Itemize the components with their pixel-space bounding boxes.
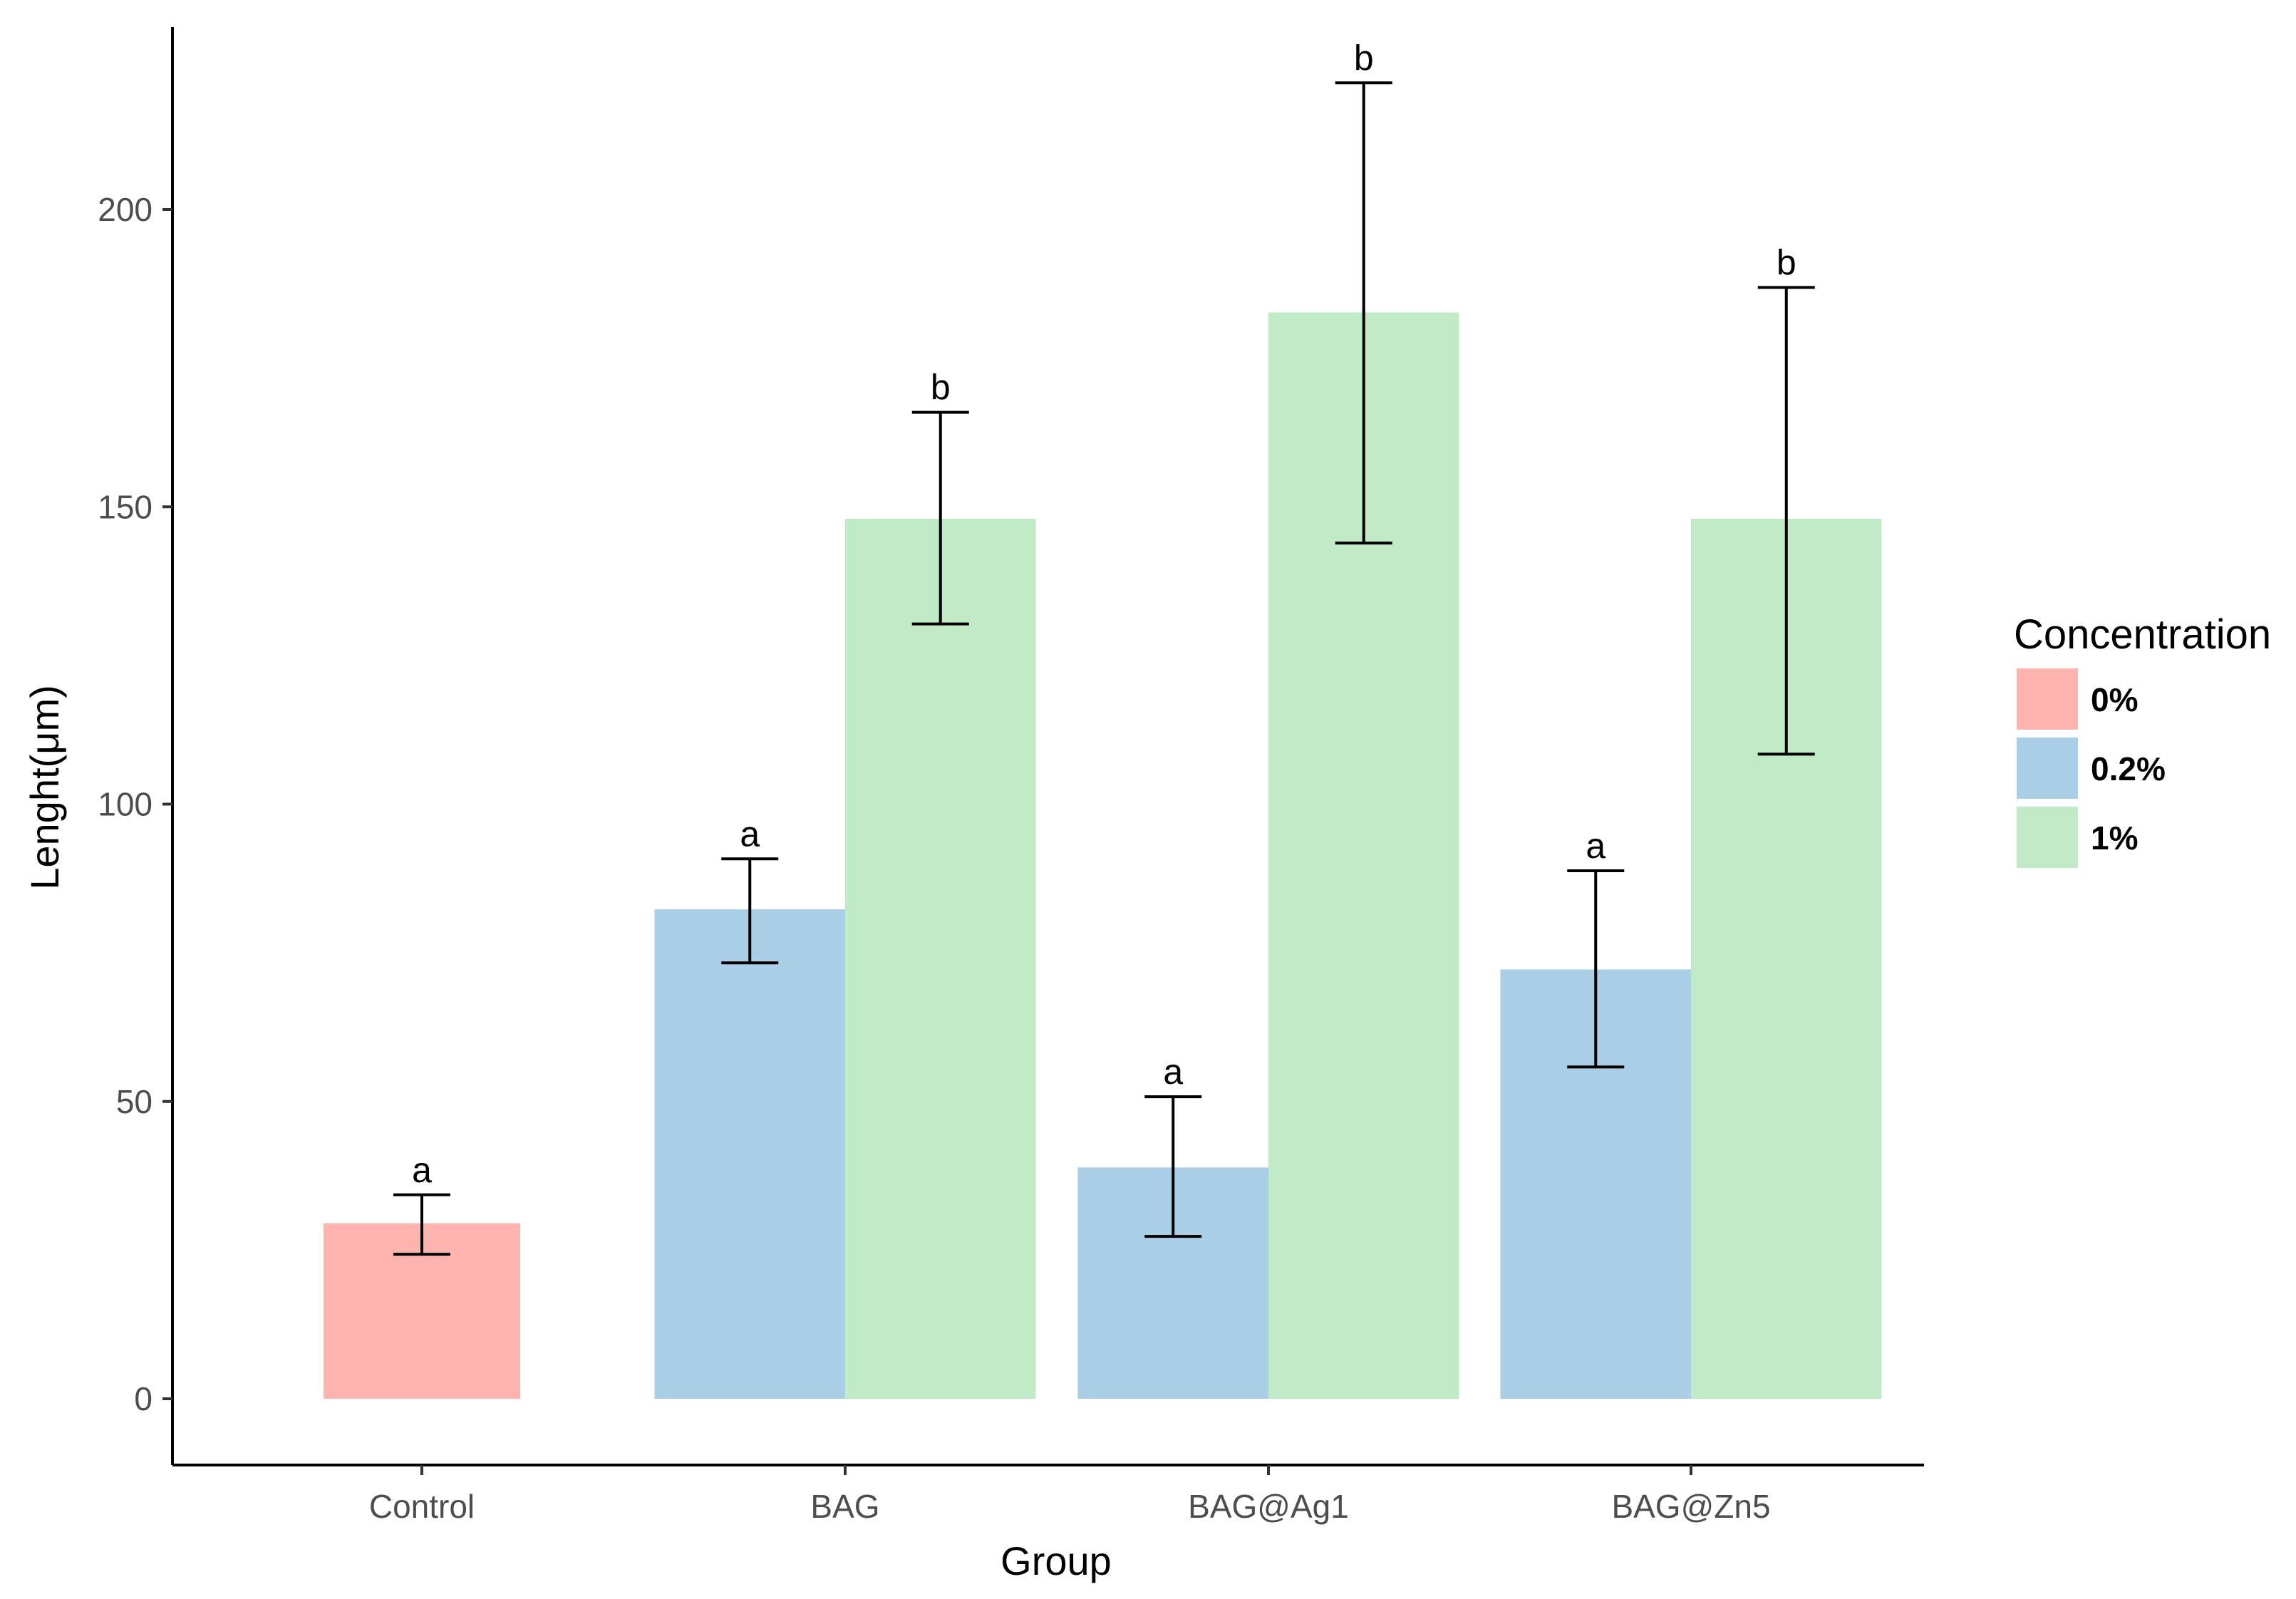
legend-label: 0.2% [2091, 750, 2166, 787]
y-tick-label: 0 [134, 1380, 152, 1417]
significance-label: a [740, 814, 760, 854]
legend-label: 1% [2091, 819, 2138, 857]
significance-label: b [931, 368, 951, 408]
bar [845, 518, 1036, 1399]
legend-title: Concentration [2014, 611, 2271, 658]
significance-label: a [412, 1150, 432, 1190]
plot-area: a a b a b a b [324, 38, 1882, 1399]
x-tick-label: BAG [810, 1488, 879, 1525]
bar [654, 909, 845, 1399]
y-axis-title: Lenght(μm) [22, 685, 67, 890]
y-tick-label: 100 [98, 786, 152, 823]
axes [171, 27, 1924, 1466]
significance-label: a [1163, 1052, 1183, 1092]
legend: Concentration 0% 0.2% 1% [2014, 611, 2271, 868]
legend-key [2017, 738, 2078, 799]
legend-key [2017, 807, 2078, 868]
x-tick-label: Control [369, 1488, 475, 1525]
significance-label: b [1354, 38, 1374, 78]
significance-label: b [1777, 242, 1796, 282]
x-tick-label: BAG@Zn5 [1611, 1488, 1770, 1525]
x-axis-title: Group [1000, 1538, 1112, 1583]
significance-label: a [1586, 826, 1605, 866]
y-tick-label: 50 [116, 1083, 152, 1120]
x-tick-label: BAG@Ag1 [1188, 1488, 1349, 1525]
ticks: 0 50 100 150 200 Control BAG BAG@Ag1 BAG@Zn5 [98, 191, 1770, 1525]
legend-label: 0% [2091, 681, 2138, 718]
y-tick-label: 200 [98, 191, 152, 228]
legend-key [2017, 668, 2078, 730]
y-tick-label: 150 [98, 488, 152, 525]
